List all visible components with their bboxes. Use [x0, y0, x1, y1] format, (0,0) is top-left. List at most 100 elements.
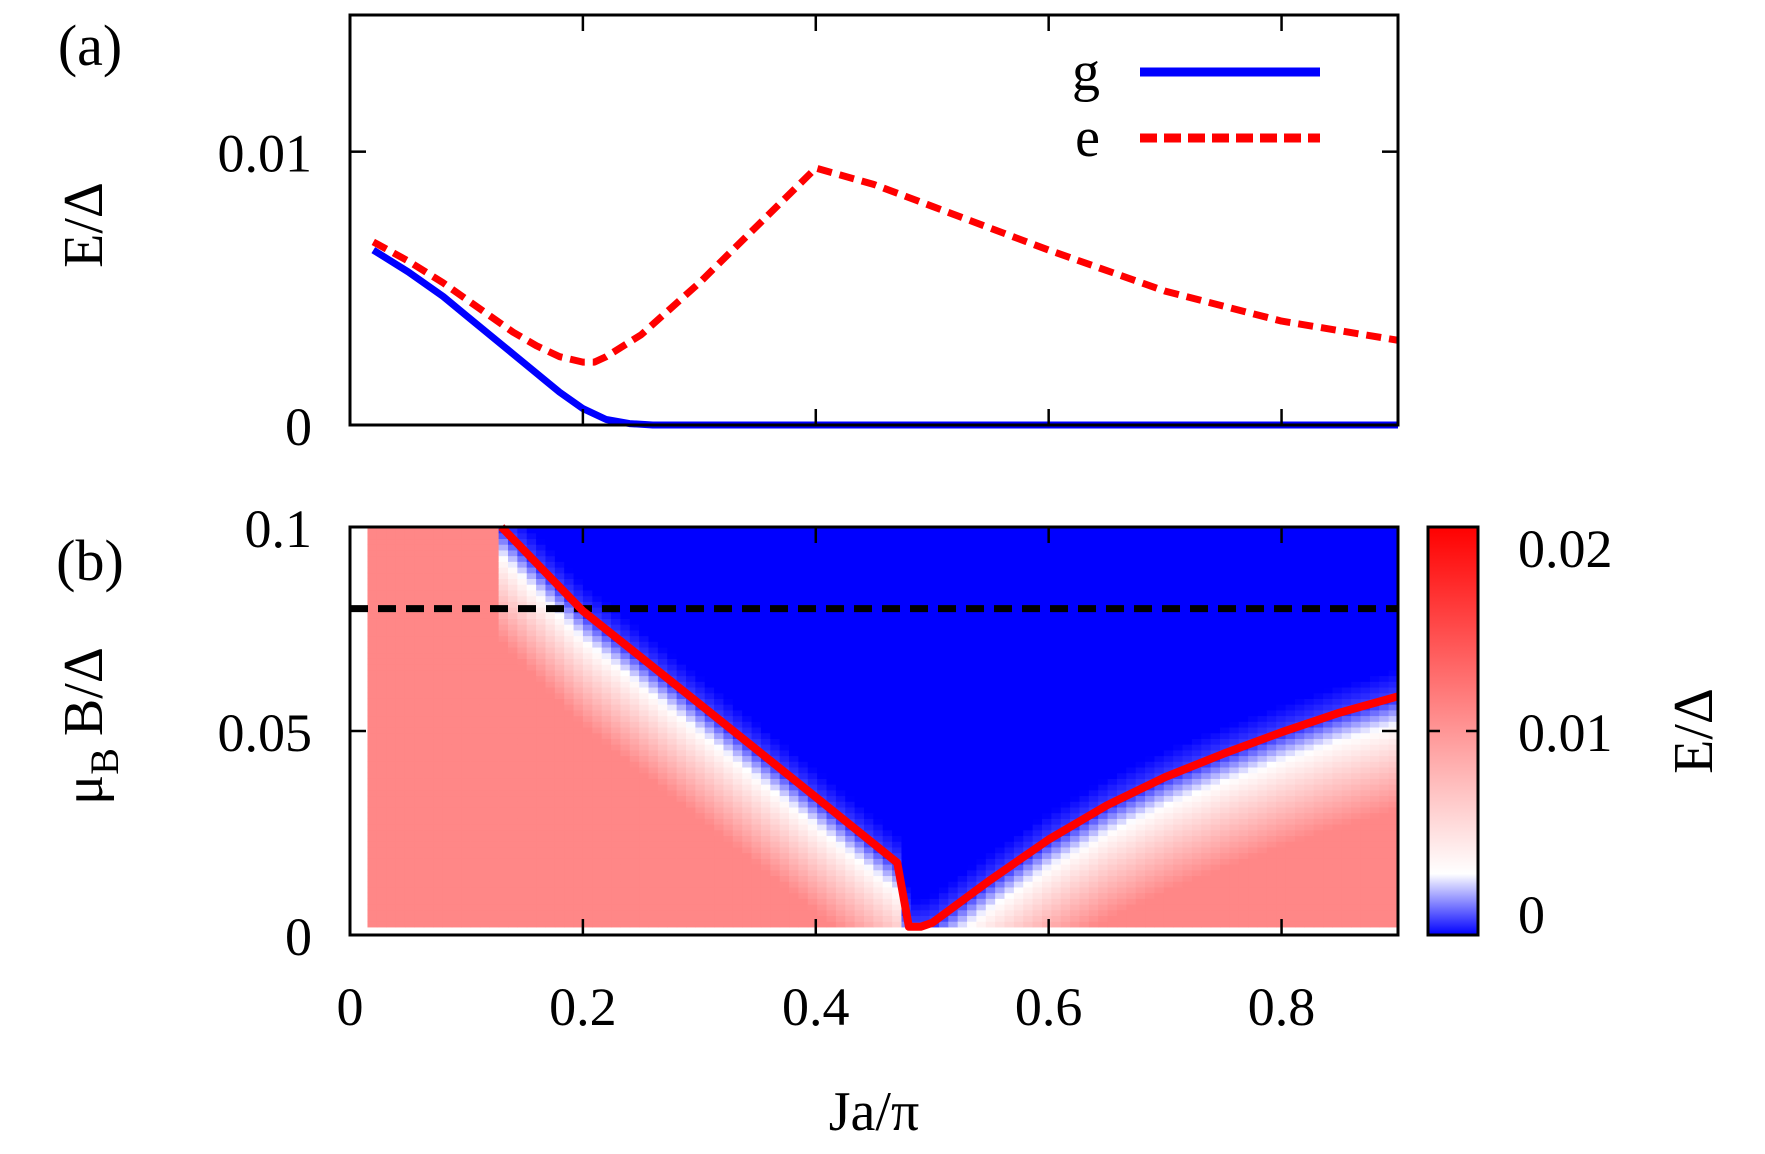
heatmap-cell — [564, 789, 575, 797]
heatmap-cell — [1004, 789, 1015, 797]
heatmap-cell — [760, 538, 771, 545]
heatmap-cell — [404, 595, 415, 602]
heatmap-cell — [386, 675, 397, 682]
heatmap-cell — [817, 681, 828, 688]
heatmap-cell — [854, 801, 865, 808]
heatmap-cell — [892, 532, 903, 540]
heatmap-cell — [957, 652, 968, 659]
heatmap-cell — [892, 755, 903, 762]
heatmap-cell — [433, 892, 444, 899]
heatmap-cell — [676, 795, 687, 802]
heatmap-cell — [404, 909, 415, 917]
heatmap-cell — [882, 686, 893, 694]
heatmap-cell — [554, 841, 565, 848]
heatmap-cell — [1032, 795, 1043, 802]
heatmap-cell — [442, 692, 453, 699]
heatmap-cell — [451, 709, 462, 717]
heatmap-cell — [1023, 726, 1034, 734]
heatmap-cell — [517, 795, 528, 802]
heatmap-cell — [686, 709, 696, 717]
heatmap-cell — [386, 738, 397, 745]
heatmap-cell — [414, 618, 425, 625]
heatmap-cell — [1032, 852, 1043, 859]
heatmap-cell — [386, 909, 397, 917]
heatmap-cell — [517, 886, 528, 894]
heatmap-cell — [789, 692, 800, 699]
heatmap-cell — [864, 818, 874, 825]
heatmap-cell — [760, 664, 771, 671]
heatmap-cell — [910, 801, 921, 808]
heatmap-cell — [461, 561, 472, 568]
heatmap-cell — [686, 806, 696, 814]
heatmap-cell — [751, 801, 762, 808]
heatmap-cell — [985, 824, 996, 831]
heatmap-cell — [789, 841, 800, 848]
heatmap-cell — [760, 875, 771, 882]
heatmap-cell — [545, 527, 556, 534]
heatmap-cell — [995, 646, 1006, 654]
heatmap-cell — [386, 749, 397, 757]
heatmap-cell — [864, 698, 874, 705]
heatmap-cell — [798, 852, 809, 859]
heatmap-cell — [507, 578, 518, 585]
heatmap-cell — [826, 886, 837, 894]
heatmap-cell — [798, 664, 809, 671]
heatmap-cell — [789, 669, 800, 677]
heatmap-cell — [770, 875, 781, 882]
heatmap-cell — [573, 709, 584, 717]
heatmap-cell — [526, 864, 537, 871]
heatmap-cell — [498, 544, 509, 551]
heatmap-cell — [742, 721, 753, 728]
heatmap-cell — [845, 744, 856, 751]
heatmap-cell — [817, 846, 828, 854]
heatmap-cell — [404, 709, 415, 717]
heatmap-cell — [835, 898, 846, 905]
heatmap-cell — [461, 664, 472, 671]
heatmap-cell — [573, 881, 584, 888]
heatmap-cell — [892, 726, 903, 734]
heatmap-cell — [404, 755, 415, 762]
heatmap-cell — [695, 864, 706, 871]
heatmap-cell — [526, 778, 537, 785]
heatmap-cell — [686, 732, 696, 739]
heatmap-cell — [479, 778, 490, 785]
heatmap-cell — [686, 669, 696, 677]
heatmap-cell — [826, 669, 837, 677]
heatmap-cell — [564, 572, 575, 580]
heatmap-cell — [1023, 572, 1034, 580]
heatmap-cell — [611, 806, 622, 814]
heatmap-cell — [901, 646, 912, 654]
heatmap-cell — [479, 578, 490, 585]
heatmap-cell — [648, 875, 659, 882]
heatmap-cell — [395, 584, 406, 591]
heatmap-cell — [882, 766, 893, 774]
heatmap-cell — [732, 606, 743, 614]
heatmap-cell — [704, 738, 715, 745]
heatmap-cell — [807, 709, 818, 717]
heatmap-cell — [967, 624, 978, 631]
heatmap-cell — [686, 681, 696, 688]
heatmap-cell — [686, 738, 696, 745]
heatmap-cell — [423, 584, 434, 591]
heatmap-cell — [967, 829, 978, 837]
heatmap-cell — [433, 527, 444, 534]
heatmap-cell — [845, 806, 856, 814]
heatmap-cell — [629, 898, 640, 905]
heatmap-cell — [779, 881, 790, 888]
heatmap-cell — [657, 898, 668, 905]
heatmap-cell — [976, 801, 987, 808]
heatmap-cell — [957, 818, 968, 825]
heatmap-cell — [686, 601, 696, 608]
heatmap-cell — [676, 778, 687, 785]
heatmap-cell — [545, 612, 556, 619]
heatmap-cell — [414, 664, 425, 671]
heatmap-cell — [751, 618, 762, 625]
heatmap-cell — [451, 875, 462, 882]
heatmap-cell — [470, 738, 481, 745]
heatmap-cell — [1004, 795, 1015, 802]
heatmap-cell — [461, 635, 472, 642]
heatmap-cell — [779, 686, 790, 694]
heatmap-cell — [554, 527, 565, 534]
heatmap-cell — [657, 818, 668, 825]
heatmap-cell — [386, 818, 397, 825]
